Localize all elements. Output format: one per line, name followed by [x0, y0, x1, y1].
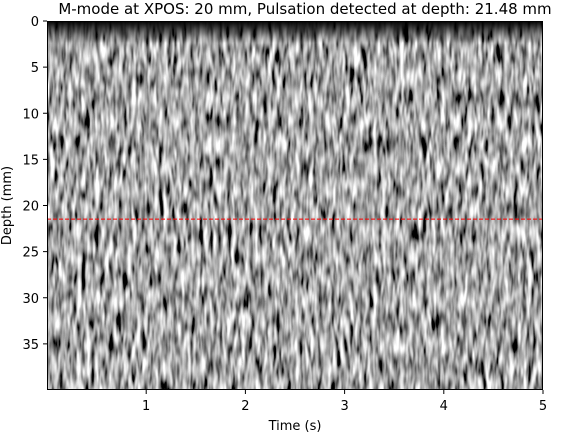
x-tick-label: 5: [539, 399, 547, 414]
y-tick-label: 30: [22, 292, 39, 307]
chart-title: M-mode at XPOS: 20 mm, Pulsation detecte…: [58, 0, 551, 18]
x-axis-label: Time (s): [268, 419, 322, 433]
y-tick-label: 0: [31, 15, 39, 30]
y-tick-label: 20: [22, 200, 39, 215]
x-axis: 1 2 3 4 5: [142, 390, 547, 414]
y-tick-label: 10: [22, 107, 39, 122]
y-tick-label: 5: [31, 61, 39, 76]
y-axis: 0 5 10 15 20 25 30 35: [22, 15, 47, 353]
plot-frame: [47, 21, 543, 390]
plot-area: [47, 21, 543, 390]
x-tick-label: 4: [440, 399, 448, 414]
y-tick-label: 35: [22, 338, 39, 353]
near-field-shadow: [47, 21, 543, 43]
x-tick-label: 3: [340, 399, 348, 414]
mmode-speckle-image: [47, 21, 543, 390]
y-tick-label: 25: [22, 246, 39, 261]
y-tick-label: 15: [22, 153, 39, 168]
x-tick-label: 2: [241, 399, 249, 414]
y-axis-label: Depth (mm): [0, 166, 15, 245]
x-tick-label: 1: [142, 399, 150, 414]
